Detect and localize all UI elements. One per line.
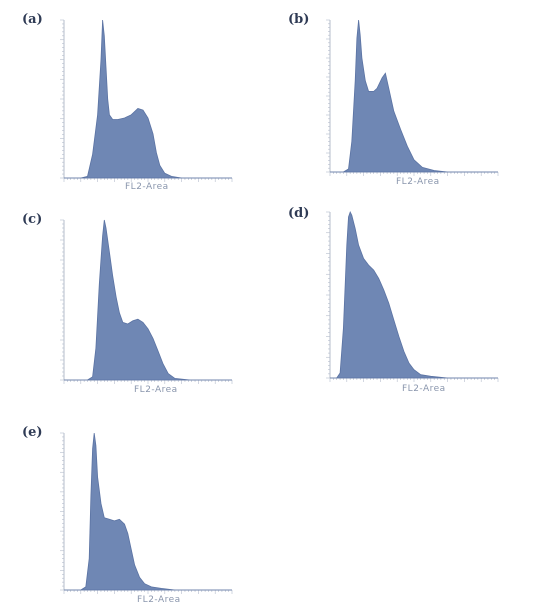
histogram-c (60, 219, 233, 384)
panel-b: (b) FL2-Area (288, 12, 528, 202)
histogram-d (326, 210, 499, 382)
x-axis-label: FL2-Area (396, 177, 440, 187)
panel-c: (c) FL2-Area (22, 212, 262, 402)
histogram-area (330, 19, 498, 173)
histogram-area (330, 210, 498, 379)
panel-label: (e) (22, 425, 43, 440)
panel-d: (d) FL2-Area (288, 206, 528, 396)
histogram-area (64, 19, 232, 179)
panel-a: (a) FL2-Area (22, 12, 262, 202)
histogram-b (326, 19, 499, 176)
panel-label: (c) (22, 212, 43, 227)
histogram-area (64, 432, 232, 591)
histogram-a (60, 19, 233, 182)
x-axis-label: FL2-Area (125, 182, 169, 192)
panel-e: (e) FL2-Area (22, 425, 262, 615)
histogram-e (60, 432, 233, 594)
histogram-area (64, 219, 232, 381)
x-axis-label: FL2-Area (134, 385, 178, 395)
x-axis-label: FL2-Area (402, 384, 446, 394)
panel-label: (b) (288, 12, 310, 27)
panel-label: (d) (288, 206, 310, 221)
panel-label: (a) (22, 12, 43, 27)
x-axis-label: FL2-Area (137, 595, 181, 605)
